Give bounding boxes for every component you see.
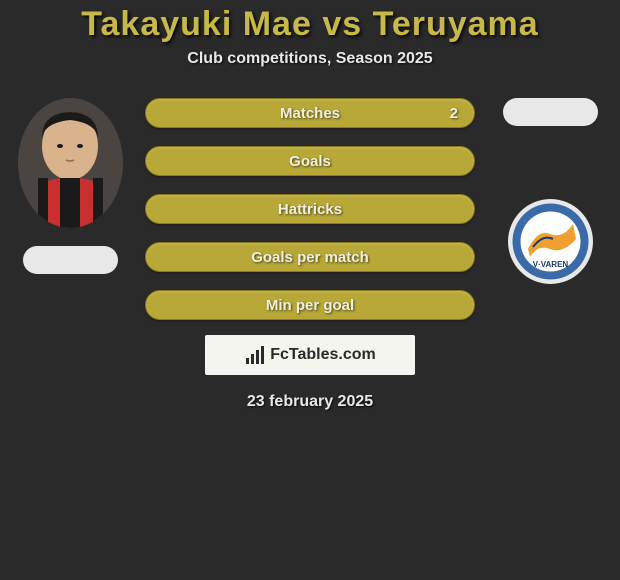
- stat-label: Goals: [289, 153, 331, 170]
- stat-bar-goals: Goals: [145, 146, 475, 176]
- player-left-column: [10, 98, 130, 274]
- stat-label: Min per goal: [266, 297, 354, 314]
- chart-icon: [244, 344, 266, 366]
- stat-bar-min-per-goal: Min per goal: [145, 290, 475, 320]
- stat-label: Matches: [280, 105, 340, 122]
- watermark: FcTables.com: [205, 335, 415, 375]
- infographic-container: Takayuki Mae vs Teruyama Club competitio…: [0, 0, 620, 580]
- player-right-badge: V·VAREN: [508, 199, 593, 284]
- player-left-club-pill: [23, 246, 118, 274]
- stat-label: Hattricks: [278, 201, 342, 218]
- comparison-row: Matches 2 Goals Hattricks Goals per matc…: [0, 98, 620, 320]
- club-badge-svg: V·VAREN: [508, 199, 593, 284]
- stat-bar-goals-per-match: Goals per match: [145, 242, 475, 272]
- page-title: Takayuki Mae vs Teruyama: [0, 5, 620, 44]
- subtitle: Club competitions, Season 2025: [0, 50, 620, 68]
- footer-date: 23 february 2025: [0, 393, 620, 411]
- watermark-text: FcTables.com: [270, 346, 376, 364]
- stat-value-right: 2: [450, 105, 458, 122]
- stat-bars: Matches 2 Goals Hattricks Goals per matc…: [130, 98, 490, 320]
- svg-text:V·VAREN: V·VAREN: [532, 260, 568, 269]
- stat-bar-hattricks: Hattricks: [145, 194, 475, 224]
- player-right-club-pill: [503, 98, 598, 126]
- player-right-column: V·VAREN: [490, 98, 610, 284]
- stat-label: Goals per match: [251, 249, 369, 266]
- player-photo-svg: [18, 98, 123, 228]
- player-left-photo: [18, 98, 123, 228]
- stat-bar-matches: Matches 2: [145, 98, 475, 128]
